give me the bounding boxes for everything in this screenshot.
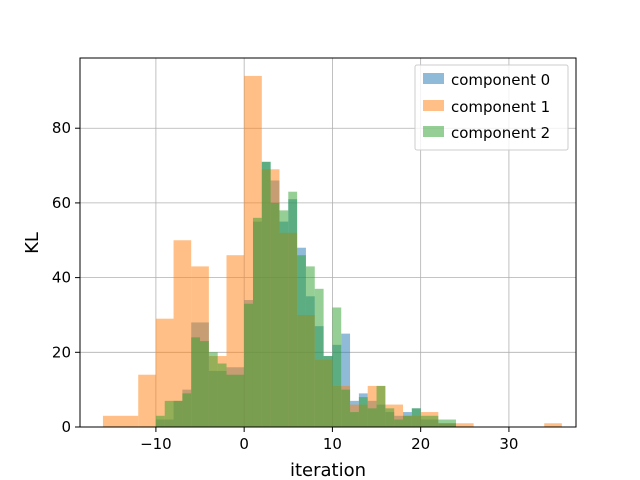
y-axis-label: KL <box>22 232 43 254</box>
histogram-bar <box>455 423 474 427</box>
histogram-bar <box>411 408 421 427</box>
histogram-bar <box>208 352 218 427</box>
histogram-bar <box>394 419 404 427</box>
y-tick-label: 40 <box>52 269 71 287</box>
histogram-bar <box>164 400 174 427</box>
histogram-bar <box>367 408 377 427</box>
histogram-bar <box>297 255 306 427</box>
histogram-bar <box>420 415 439 427</box>
histogram-bar <box>385 408 395 427</box>
x-tick-label: −10 <box>140 435 172 453</box>
x-tick-label: 30 <box>499 435 518 453</box>
histogram-bar <box>332 307 342 427</box>
x-tick-label: 20 <box>411 435 430 453</box>
legend-swatch-component-2 <box>423 126 444 137</box>
histogram-bar <box>279 210 289 427</box>
histogram-bar <box>155 415 165 427</box>
histogram-bar <box>102 415 139 427</box>
histogram-bar <box>323 356 333 427</box>
histogram-bar <box>270 202 280 427</box>
histogram-bar <box>341 389 351 427</box>
histogram-bar <box>191 337 201 427</box>
y-tick-label: 60 <box>52 194 71 212</box>
x-tick-label: 10 <box>323 435 342 453</box>
histogram-bar <box>305 266 315 427</box>
histogram-bar <box>182 393 192 427</box>
legend-label-component-2: component 2 <box>451 124 550 142</box>
histogram-bar <box>314 288 324 427</box>
legend-label-component-1: component 1 <box>451 98 550 116</box>
histogram-bar <box>350 412 359 427</box>
histogram-bar <box>341 333 351 427</box>
y-tick-label: 20 <box>52 343 71 361</box>
histogram-bar <box>155 318 174 427</box>
y-tick-label: 80 <box>52 119 71 137</box>
x-axis-label: iteration <box>290 460 366 480</box>
histogram-bar <box>544 423 562 427</box>
histogram-bar <box>138 374 156 427</box>
legend-frame <box>414 64 569 151</box>
histogram-bar <box>376 385 386 427</box>
histogram-bar <box>200 341 209 427</box>
histogram-bar <box>288 191 298 427</box>
legend-label-component-0: component 0 <box>451 71 550 89</box>
histogram-bar <box>244 303 253 427</box>
histogram-bar <box>438 419 456 427</box>
legend-swatch-component-1 <box>423 100 444 111</box>
bars <box>102 75 562 427</box>
histogram-bar <box>252 217 262 427</box>
histogram-bar <box>217 363 227 427</box>
legend-swatch-component-0 <box>423 73 444 84</box>
ticks: −10 0 10 20 30 0 20 40 60 80 <box>52 119 519 453</box>
histogram-bar <box>358 397 368 427</box>
histogram-bar <box>226 374 245 427</box>
plot-frame <box>79 57 577 428</box>
series-component-2 <box>155 161 456 427</box>
y-tick-label: 0 <box>61 418 71 436</box>
legend: component 0 component 1 component 2 <box>414 64 569 151</box>
histogram-bar <box>173 240 192 427</box>
histogram-bar <box>261 161 271 427</box>
histogram-bar <box>403 415 412 427</box>
histogram-bar <box>173 400 183 427</box>
x-tick-label: 0 <box>239 435 249 453</box>
